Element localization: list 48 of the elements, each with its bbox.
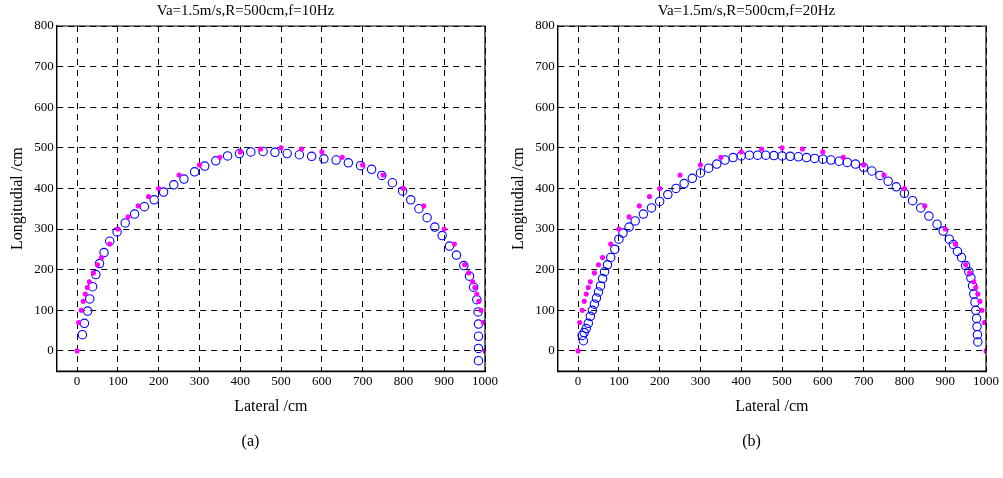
x-tick-label: 800 (393, 373, 414, 389)
x-tick-label: 300 (189, 373, 210, 389)
y-axis-title: Longitudial /cm (508, 146, 527, 250)
y-tick-label: 300 (535, 220, 555, 236)
x-tick-label: 600 (312, 373, 332, 389)
x-tick-label: 100 (108, 373, 128, 389)
y-tick-label: 500 (535, 139, 555, 155)
x-tick-label: 100 (609, 373, 629, 389)
x-tick-label: 900 (935, 373, 955, 389)
y-axis-title: Longitudial /cm (7, 146, 26, 250)
y-tick-label: 200 (34, 261, 54, 277)
text: (b) (741, 432, 762, 450)
x-tick-label: 900 (434, 373, 454, 389)
x-axis-title: Lateral /cm (234, 396, 309, 414)
text: (a) (240, 432, 261, 450)
y-tick-label: 700 (535, 58, 555, 74)
y-tick-label: 700 (34, 58, 54, 74)
y-tick-label: 0 (47, 342, 54, 358)
y-tick-label: 500 (34, 139, 54, 155)
y-tick-label: 800 (535, 17, 555, 33)
y-tick-label: 800 (34, 17, 54, 33)
chart-title: Va=1.5m/s,R=500cm,f=10Hz (156, 1, 335, 18)
x-tick-label: 200 (649, 373, 670, 389)
y-tick-label: 100 (34, 301, 54, 317)
y-tick-label: 100 (535, 301, 555, 317)
chart-title: Va=1.5m/s,R=500cm,f=20Hz (657, 1, 836, 18)
x-tick-label: 800 (894, 373, 915, 389)
x-tick-label: 500 (271, 373, 291, 389)
x-tick-label: 0 (574, 373, 582, 389)
y-tick-label: 300 (34, 220, 54, 236)
x-tick-label: 500 (772, 373, 792, 389)
y-tick-label: 600 (535, 98, 555, 114)
x-tick-label: 1000 (973, 373, 999, 389)
y-tick-label: 400 (34, 179, 54, 195)
x-tick-label: 1000 (472, 373, 498, 389)
x-tick-label: 0 (73, 373, 81, 389)
x-tick-label: 700 (352, 373, 373, 389)
y-tick-label: 0 (548, 342, 555, 358)
y-tick-label: 200 (535, 261, 555, 277)
x-tick-label: 400 (731, 373, 752, 389)
x-axis-title: Lateral /cm (735, 396, 810, 414)
x-tick-label: 600 (813, 373, 833, 389)
x-tick-label: 700 (853, 373, 874, 389)
x-tick-label: 200 (148, 373, 169, 389)
y-tick-label: 400 (535, 179, 555, 195)
y-tick-label: 600 (34, 98, 54, 114)
x-tick-label: 400 (230, 373, 251, 389)
x-tick-label: 300 (690, 373, 711, 389)
